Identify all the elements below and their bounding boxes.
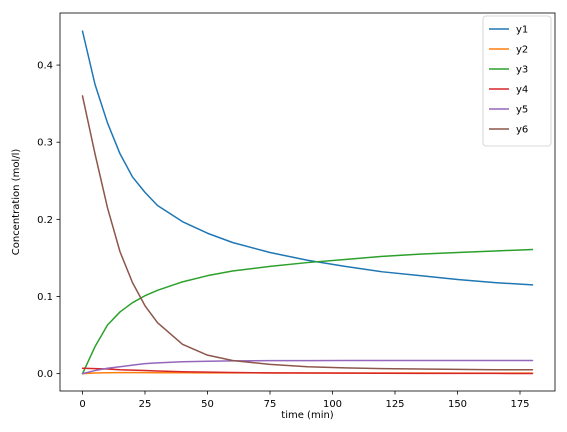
series-layer <box>81 30 534 375</box>
x-tick-label: 75 <box>264 399 277 410</box>
legend-label-y1: y1 <box>516 25 528 36</box>
x-tick-label: 50 <box>201 399 214 410</box>
series-line-y1 <box>81 30 534 286</box>
y-axis-label: Concentration (mol/l) <box>11 149 22 256</box>
series-line-y4 <box>81 367 534 375</box>
legend-label-y5: y5 <box>516 105 528 116</box>
x-axis-label: time (min) <box>281 410 334 421</box>
legend: y1 y2 y3 y4 y5 y6 <box>482 15 552 147</box>
x-tick-label: 150 <box>448 399 467 410</box>
ticks-layer: 0 25 50 75 100 125 150 175 0.0 0.1 0.2 0.3 0.4 <box>37 61 529 410</box>
x-tick-label: 100 <box>323 399 342 410</box>
y-tick-label: 0.1 <box>37 292 53 303</box>
x-tick-label: 175 <box>510 399 529 410</box>
y-tick-label: 0.4 <box>37 61 53 72</box>
y-tick-label: 0.0 <box>37 369 53 380</box>
series-line-y3 <box>81 248 534 375</box>
y-tick-label: 0.2 <box>37 215 53 226</box>
legend-label-y6: y6 <box>516 125 528 136</box>
legend-label-y2: y2 <box>516 45 528 56</box>
legend-label-y4: y4 <box>516 85 528 96</box>
series-line-y5 <box>81 359 534 375</box>
series-line-y6 <box>81 95 534 371</box>
x-tick-label: 25 <box>139 399 152 410</box>
x-tick-label: 125 <box>385 399 404 410</box>
y-tick-label: 0.3 <box>37 138 53 149</box>
plot-area <box>59 12 556 392</box>
legend-label-y3: y3 <box>516 65 528 76</box>
x-tick-label: 0 <box>79 399 85 410</box>
